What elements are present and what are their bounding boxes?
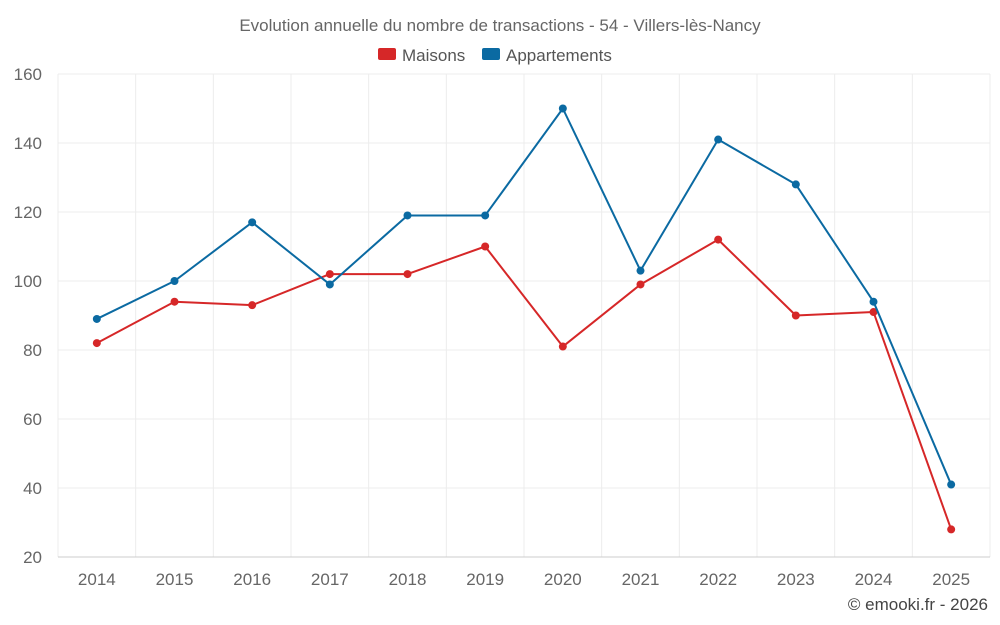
x-axis: 2014 2015 2016 2017 2018 2019 2020 2021 2022 2023… (58, 556, 990, 589)
data-point[interactable] (92, 339, 101, 348)
data-point[interactable] (791, 180, 800, 189)
chart-title: Evolution annuelle du nombre de transact… (239, 16, 761, 35)
data-point[interactable] (869, 297, 878, 306)
y-tick-label: 80 (23, 341, 42, 360)
y-tick-label: 60 (23, 410, 42, 429)
legend-label-appartements[interactable]: Appartements (506, 46, 612, 65)
x-tick-label: 2015 (156, 570, 194, 589)
y-tick-label: 40 (23, 479, 42, 498)
data-point[interactable] (403, 270, 412, 279)
legend: Maisons Appartements (378, 46, 612, 65)
x-tick-label: 2016 (233, 570, 271, 589)
x-tick-label: 2025 (932, 570, 970, 589)
legend-label-maisons[interactable]: Maisons (402, 46, 465, 65)
data-point[interactable] (558, 342, 567, 351)
y-axis: 20 40 60 80 100 120 140 160 (14, 65, 42, 567)
series-layer (92, 104, 956, 534)
x-tick-label: 2024 (855, 570, 893, 589)
series-line (96, 238, 953, 530)
data-point[interactable] (636, 280, 645, 289)
data-point[interactable] (325, 270, 334, 279)
data-point[interactable] (481, 211, 490, 220)
data-point[interactable] (170, 277, 179, 285)
x-tick-label: 2020 (544, 570, 582, 589)
x-tick-label: 2014 (78, 570, 116, 589)
data-point[interactable] (947, 480, 956, 489)
data-point[interactable] (92, 314, 101, 323)
series-appartements (92, 104, 956, 489)
data-point[interactable] (869, 308, 878, 317)
y-tick-label: 100 (14, 272, 42, 291)
data-point[interactable] (636, 266, 645, 275)
data-point[interactable] (325, 280, 334, 289)
data-point[interactable] (714, 135, 723, 144)
data-point[interactable] (248, 218, 257, 227)
x-tick-label: 2018 (389, 570, 427, 589)
x-tick-label: 2019 (466, 570, 504, 589)
data-point[interactable] (791, 311, 800, 320)
series-line (96, 107, 953, 485)
data-point[interactable] (714, 235, 723, 244)
data-point[interactable] (481, 242, 490, 251)
y-tick-label: 120 (14, 203, 42, 222)
data-point[interactable] (170, 297, 179, 306)
y-tick-label: 140 (14, 134, 42, 153)
credit-text: © emooki.fr - 2026 (848, 595, 988, 614)
x-tick-label: 2022 (699, 570, 737, 589)
series-maisons (92, 235, 956, 534)
x-tick-label: 2021 (622, 570, 660, 589)
y-tick-label: 20 (23, 548, 42, 567)
y-tick-label: 160 (14, 65, 42, 84)
legend-swatch-appartements[interactable] (482, 48, 500, 60)
data-point[interactable] (403, 211, 412, 220)
data-point[interactable] (248, 301, 257, 310)
data-point[interactable] (947, 525, 956, 534)
grid (57, 73, 991, 558)
legend-swatch-maisons[interactable] (378, 48, 396, 60)
x-tick-label: 2017 (311, 570, 349, 589)
data-point[interactable] (558, 104, 567, 113)
x-tick-label: 2023 (777, 570, 815, 589)
